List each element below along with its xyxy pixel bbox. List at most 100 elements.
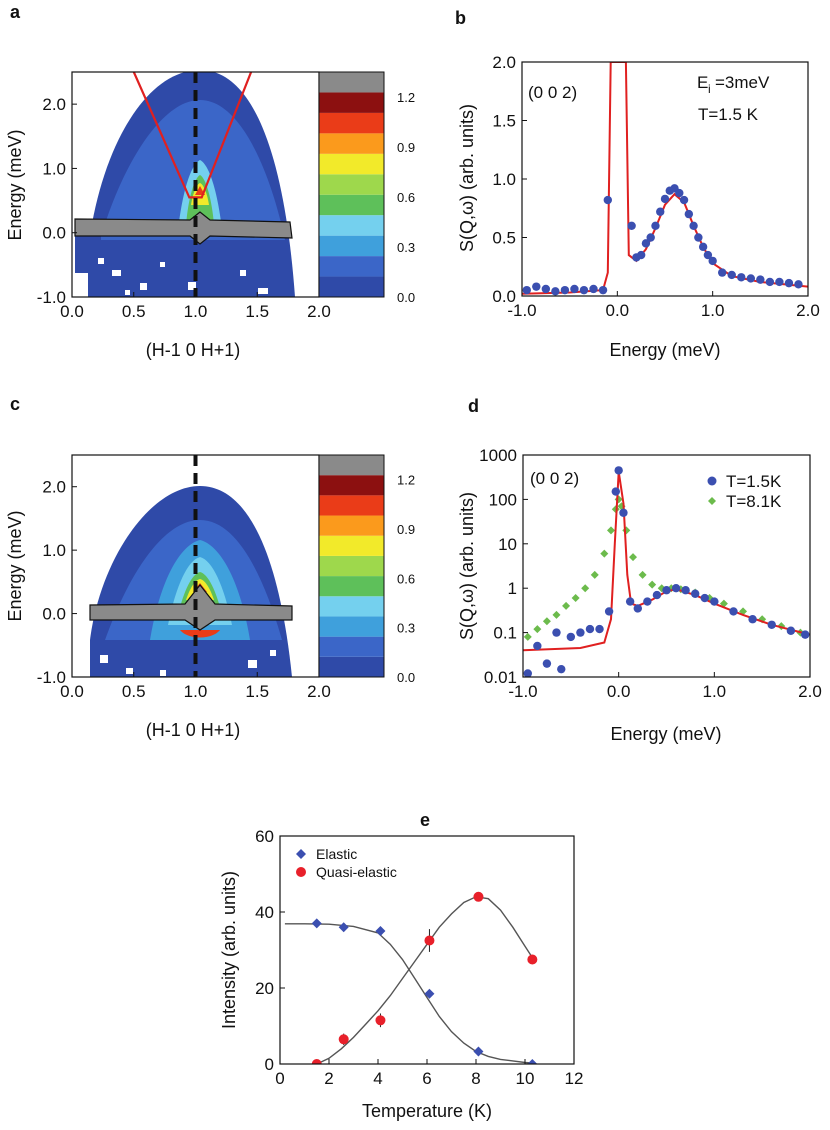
a-ytick-label: 2.0	[42, 95, 66, 114]
b-data-point	[689, 221, 698, 230]
d-data-point-8k	[562, 601, 571, 610]
c-colorbar-segment	[319, 495, 384, 516]
panel-label-a: a	[10, 2, 21, 22]
d-data-point-8k	[638, 570, 647, 579]
e-data-point-elastic	[473, 1046, 484, 1057]
d-data-point-1p5k	[662, 586, 671, 595]
c-colorbar-label: 0.0	[397, 670, 415, 685]
a-colorbar-label: 0.3	[397, 240, 415, 255]
e-legend-label-quasi: Quasi-elastic	[316, 864, 397, 880]
c-colorbar-segment	[319, 515, 384, 536]
c-speckle	[100, 650, 276, 676]
e-fit-line	[284, 923, 535, 1064]
a-colorbar-segment	[319, 72, 384, 93]
b-data-point	[694, 233, 703, 242]
d-ytick-label: 0.1	[493, 624, 517, 643]
d-legend-marker-2	[708, 497, 716, 505]
a-colorbar-label: 0.0	[397, 290, 415, 305]
e-data-point-quasi	[338, 1034, 349, 1045]
a-colorbar-segment	[319, 276, 384, 297]
a-colorbar-segment	[319, 153, 384, 175]
d-data-point-1p5k	[748, 615, 757, 624]
b-annotation-temp: T=1.5 K	[698, 105, 759, 124]
e-legend-marker-quasi	[296, 867, 306, 877]
panel-e-plot: 0 2 4 6 8 10 12 0 20 40 60 Elastic Quasi-elastic T…	[219, 827, 583, 1121]
d-data-point-1p5k	[767, 620, 776, 629]
d-data-point-1p5k	[552, 628, 561, 637]
c-colorbar-segment	[319, 576, 384, 597]
e-data-point-quasi	[473, 891, 484, 902]
e-xtick-label: 0	[275, 1069, 284, 1088]
a-dispersion-line	[132, 72, 253, 199]
b-data-point	[598, 285, 608, 295]
a-colorbar-label: 1.2	[397, 90, 415, 105]
b-xtick-label: 2.0	[796, 301, 820, 320]
c-colorbar-segment	[319, 535, 384, 556]
b-data-point	[765, 277, 775, 287]
e-xtick-label: 12	[565, 1069, 584, 1088]
b-data-point	[627, 221, 636, 230]
c-colorbar-segment	[319, 656, 384, 677]
c-xlabel: (H-1 0 H+1)	[146, 720, 241, 740]
c-colorbar-segment	[319, 475, 384, 496]
e-fit-line	[316, 896, 536, 1064]
d-ytick-label: 1	[508, 579, 517, 598]
d-data-point-1p5k	[652, 590, 662, 600]
e-ylabel: Intensity (arb. units)	[219, 871, 239, 1029]
b-data-point	[684, 209, 694, 219]
d-data-point-1p5k	[786, 626, 796, 635]
a-colorbar-segment	[319, 112, 384, 134]
c-xtick-label: 0.0	[60, 682, 84, 701]
b-xlabel: Energy (meV)	[609, 340, 720, 360]
e-ytick-label: 40	[255, 903, 274, 922]
b-ytick-label: 0.5	[492, 229, 516, 248]
b-data-point	[660, 194, 670, 204]
c-colorbar-label: 1.2	[397, 473, 415, 488]
c-xtick-label: 2.0	[307, 682, 331, 701]
b-data-point	[579, 285, 589, 295]
d-ylabel: S(Q,ω) (arb. units)	[457, 492, 477, 640]
e-legend-label-elastic: Elastic	[316, 846, 357, 862]
panel-b-plot: -1.0 0.0 1.0 2.00.00.51.01.52.0 (0 0 2) E i…	[457, 53, 820, 360]
d-data-point-1p5k	[533, 641, 542, 651]
d-xlabel: Energy (meV)	[610, 724, 721, 744]
e-xtick-label: 6	[422, 1069, 431, 1088]
c-colorbar-segment	[319, 596, 384, 617]
a-colorbar-segment	[319, 133, 384, 154]
d-legend-label-1: T=1.5K	[726, 472, 782, 491]
b-data-point	[708, 256, 717, 266]
d-data-point-8k	[552, 610, 561, 619]
d-xtick-label: -1.0	[508, 682, 537, 701]
d-data-point-8k	[542, 617, 551, 626]
d-annotation-hkl: (0 0 2)	[530, 469, 579, 488]
c-colorbar-segment	[319, 616, 384, 637]
panel-label-e: e	[420, 810, 430, 830]
b-xtick-label: 0.0	[606, 301, 630, 320]
panel-label-c: c	[10, 394, 20, 414]
a-xtick-label: 2.0	[307, 302, 331, 321]
b-data-point	[679, 195, 689, 205]
e-xlabel: Temperature (K)	[362, 1101, 492, 1121]
d-data-point-1p5k	[557, 664, 566, 674]
b-ylabel: S(Q,ω) (arb. units)	[457, 104, 477, 252]
d-data-point-1p5k	[614, 466, 623, 475]
d-ytick-label: 1000	[479, 446, 517, 465]
b-annotation-ei: E	[697, 73, 708, 92]
c-colorbar-label: 0.9	[397, 522, 415, 537]
d-data-point-1p5k	[710, 597, 719, 606]
d-data-point-1p5k	[681, 586, 690, 595]
b-data-point	[718, 268, 727, 277]
d-data-point-8k	[533, 625, 542, 634]
b-data-point	[589, 284, 598, 294]
d-data-point-1p5k	[643, 597, 652, 606]
d-ytick-label: 100	[489, 490, 517, 509]
e-data-point-elastic	[338, 922, 349, 933]
d-data-point-8k	[600, 549, 609, 558]
d-fit-line	[523, 471, 810, 652]
panel-label-b: b	[455, 8, 466, 28]
b-data-point	[698, 242, 708, 252]
e-ytick-label: 20	[255, 979, 274, 998]
b-xtick-label: -1.0	[507, 301, 536, 320]
d-ytick-label: 0.01	[484, 668, 517, 687]
